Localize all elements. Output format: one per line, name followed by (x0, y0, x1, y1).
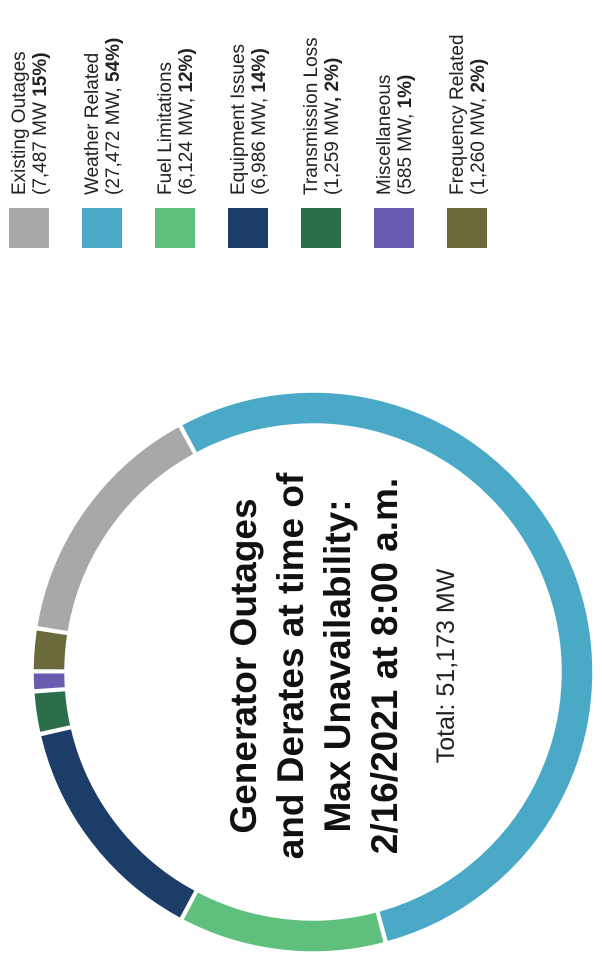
legend-entry-weather-related: Weather Related (27,472 MW, 54%) (82, 38, 124, 195)
donut-slice-frequency-related (32, 628, 69, 671)
legend-value-fuel-limitations: (6,124 MW, 12%) (176, 48, 197, 195)
chart-title-line-2: and Derates at time of (270, 472, 311, 859)
donut-slice-weather-related (180, 391, 594, 943)
legend-mw-miscellaneous: (585 MW, (395, 108, 416, 195)
donut-ring (32, 391, 594, 953)
donut-slice-miscellaneous (32, 671, 67, 691)
legend-mw-transmission-loss: (1,259 MW (322, 102, 343, 195)
legend-value-equipment-issues: (6,986 MW, 14%) (249, 48, 270, 195)
legend-mw-fuel-limitations: (6,124 MW, (176, 93, 197, 195)
legend-swatch-transmission-loss (301, 208, 341, 248)
legend-value-frequency-related: (1,260 MW, 2%) (468, 59, 489, 195)
legend-entry-transmission-loss: Transmission Loss (1,259 MW, 2%) (301, 37, 343, 195)
legend-label-frequency-related: Frequency Related (447, 34, 468, 195)
legend-entry-fuel-limitations: Fuel Limitations (6,124 MW, 12%) (155, 48, 197, 195)
donut-slice-fuel-limitations (181, 890, 386, 953)
legend-percent-transmission-loss: , 2%) (322, 58, 343, 102)
legend-value-existing-outages: (7,487 MW 15%) (30, 52, 51, 195)
legend-label-fuel-limitations: Fuel Limitations (155, 62, 176, 195)
legend-label-miscellaneous: Miscellaneous (374, 75, 395, 195)
legend-label-existing-outages: Existing Outages (9, 51, 30, 195)
legend-entry-frequency-related: Frequency Related (1,260 MW, 2%) (447, 34, 489, 195)
legend-mw-existing-outages: (7,487 MW (30, 97, 51, 195)
legend-swatch-existing-outages (9, 208, 49, 248)
legend-label-weather-related: Weather Related (82, 53, 103, 195)
chart-title-line-4: 2/16/2021 at 8:00 a.m. (364, 478, 405, 854)
legend-swatch-fuel-limitations (155, 208, 195, 248)
chart-legend: Existing Outages (7,487 MW 15%) Weather Re… (9, 34, 489, 248)
legend-mw-weather-related: (27,472 MW, (103, 82, 124, 195)
legend-percent-fuel-limitations: 12%) (176, 48, 197, 92)
legend-value-weather-related: (27,472 MW, 54%) (103, 38, 124, 195)
legend-percent-frequency-related: 2%) (468, 59, 489, 93)
donut-slice-transmission-loss (32, 689, 72, 734)
legend-swatch-miscellaneous (374, 208, 414, 248)
legend-value-miscellaneous: (585 MW, 1%) (395, 75, 416, 195)
legend-entry-equipment-issues: Equipment Issues (6,986 MW, 14%) (228, 44, 270, 195)
chart-title-line-3: Max Unavailability: (317, 499, 358, 832)
legend-swatch-frequency-related (447, 208, 487, 248)
legend-label-transmission-loss: Transmission Loss (301, 37, 322, 195)
legend-value-transmission-loss: (1,259 MW, 2%) (322, 58, 343, 195)
donut-slice-existing-outages (35, 425, 196, 633)
legend-swatch-weather-related (82, 208, 122, 248)
legend-label-equipment-issues: Equipment Issues (228, 44, 249, 195)
legend-percent-weather-related: 54%) (103, 38, 124, 82)
legend-entry-existing-outages: Existing Outages (7,487 MW 15%) (9, 51, 51, 195)
legend-percent-equipment-issues: 14%) (249, 48, 270, 92)
legend-mw-frequency-related: (1,260 MW, (468, 93, 489, 195)
legend-swatch-equipment-issues (228, 208, 268, 248)
donut-slice-equipment-issues (39, 727, 197, 920)
legend-mw-equipment-issues: (6,986 MW, (249, 93, 270, 195)
legend-entry-miscellaneous: Miscellaneous (585 MW, 1%) (374, 75, 416, 195)
chart-total-label: Total: 51,173 MW (432, 568, 460, 763)
legend-percent-miscellaneous: 1%) (395, 75, 416, 109)
chart-title-line-1: Generator Outages (223, 498, 264, 833)
legend-percent-existing-outages: 15%) (30, 52, 51, 96)
chart-center-text: Generator Outages and Derates at time of… (223, 472, 460, 859)
